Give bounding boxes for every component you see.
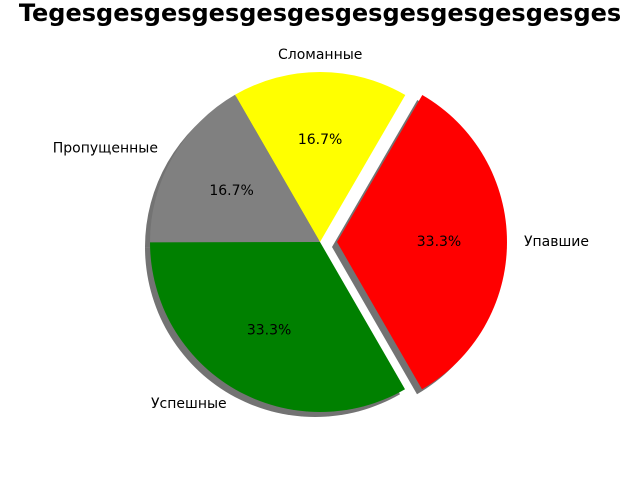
slice-label: Успешные: [151, 396, 227, 412]
slice-label: Упавшие: [524, 234, 589, 250]
chart-title: Tegesgesgesgesgesgesgesgesgesgesgesges: [19, 0, 621, 27]
slice-label: Пропущенные: [53, 141, 158, 157]
pie-slice: [235, 71, 406, 242]
pie-slices: [149, 71, 507, 412]
pie-labels: Упавшие 33.3% Сломанные 16.7% Пропущенные 16.…: [53, 47, 589, 412]
slice-percent-label: 16.7%: [298, 132, 342, 148]
pie-slice: [337, 94, 507, 390]
pie-slice: [150, 242, 405, 412]
slice-label: Сломанные: [278, 47, 362, 63]
pie-slice: [149, 94, 320, 243]
slice-percent-label: 33.3%: [417, 234, 461, 250]
slice-percent-label: 33.3%: [247, 322, 291, 338]
slice-percent-label: 16.7%: [209, 183, 253, 199]
